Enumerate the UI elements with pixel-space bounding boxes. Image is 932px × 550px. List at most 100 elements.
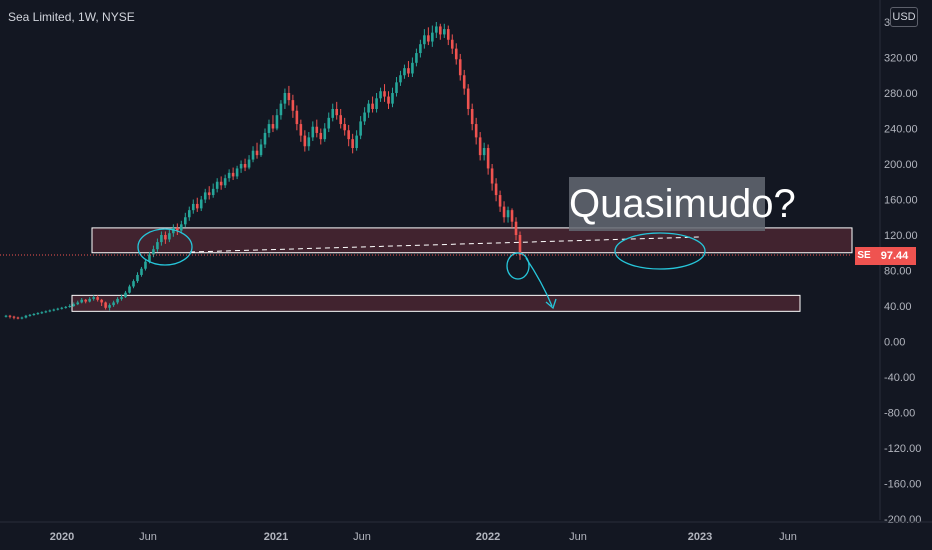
candle-body [454,48,458,60]
y-tick-label: 0.00 [884,337,905,349]
candle-body [466,88,470,109]
candle-body [279,103,283,116]
candle-body [375,98,378,109]
candle-body [116,298,119,303]
candle-body [518,235,522,256]
candle-body [391,93,394,104]
candle-body [227,172,231,179]
y-tick-label: -200.00 [884,514,921,526]
candle-body [187,210,191,218]
annotation-label: Quasimudo? [569,177,796,231]
candle-body [48,310,52,312]
y-tick-label: 80.00 [884,266,912,278]
candle-body [16,317,20,319]
candle-body [12,316,16,318]
candle-body [44,311,48,313]
x-tick-label: Jun [779,531,797,543]
y-tick-label: 280.00 [884,88,918,100]
drawings [137,228,706,310]
candle-body [283,93,287,104]
candle-body [84,299,87,302]
candle-body [215,181,219,189]
candle-body [184,217,187,225]
candle-body [263,132,267,145]
candle-body [259,144,263,156]
candle-body [76,302,80,305]
candle-body [462,75,466,89]
candle-body [506,210,510,218]
candle-body [287,93,291,101]
y-tick-label: -160.00 [884,479,921,491]
support-zone[interactable] [71,294,801,312]
candle-body [132,281,135,287]
currency-button[interactable]: USD [890,7,918,27]
candle-body [458,59,462,76]
candle-body [450,39,454,49]
candle-body [112,302,115,306]
y-tick-label: 320.00 [884,53,918,65]
candle-body [80,299,84,303]
candle-body [219,181,223,186]
candle-body [180,224,183,231]
candle-body [482,148,486,156]
candle-body [207,192,211,196]
y-tick-label: 120.00 [884,230,918,242]
projection-arrow [525,257,553,307]
candle-body [427,35,430,42]
candle-body [211,188,215,196]
arrow-head-icon [545,298,557,310]
candle-body [442,29,446,35]
candle-body [291,100,295,111]
candle-body [64,306,68,308]
symbol-tag: SE [855,247,873,265]
candle-body [100,299,103,303]
low-circle [506,252,530,280]
candle-body [355,135,358,149]
candle-body [395,82,398,93]
candle-body [343,124,346,131]
candle-body [371,103,374,109]
candle-body [68,306,72,307]
candle-body [92,297,95,299]
chart-title: Sea Limited, 1W, NYSE [8,10,135,24]
candle-body [327,117,331,129]
candle-body [502,206,506,218]
x-tick-label: Jun [353,531,371,543]
candle-body [271,124,275,129]
candle-body [383,91,386,97]
candle-body [60,307,64,309]
candle-body [72,304,76,306]
candle-body [8,315,12,317]
candle-body [4,315,8,317]
candle-body [514,221,518,235]
y-tick-label: -80.00 [884,408,915,420]
y-tick-label: 240.00 [884,124,918,136]
candle-body [195,203,199,209]
candle-body [152,249,155,255]
candle-body [52,309,56,311]
candle-body [387,96,390,104]
x-tick-label: 2023 [688,531,712,543]
candle-body [176,227,179,231]
last-price-tag: 97.44 [873,247,916,265]
support-zone[interactable] [91,227,853,254]
candle-body [299,124,303,136]
x-axis[interactable]: 2020 Jun 2021 Jun 2022 Jun 2023 Jun [0,521,932,543]
candle-body [128,286,131,293]
candle-body [407,68,410,74]
candle-body [311,126,315,138]
candle-body [156,242,159,250]
x-tick-label: Jun [569,531,587,543]
candle-body [104,302,107,308]
candle-body [56,308,60,310]
candle-body [136,274,139,282]
x-tick-label: 2021 [264,531,288,543]
candles [4,22,522,320]
candle-body [20,317,24,319]
candle-body [168,233,171,240]
zones [71,227,853,312]
candle-body [379,91,382,99]
candle-body [315,126,319,133]
candle-body [96,297,99,300]
